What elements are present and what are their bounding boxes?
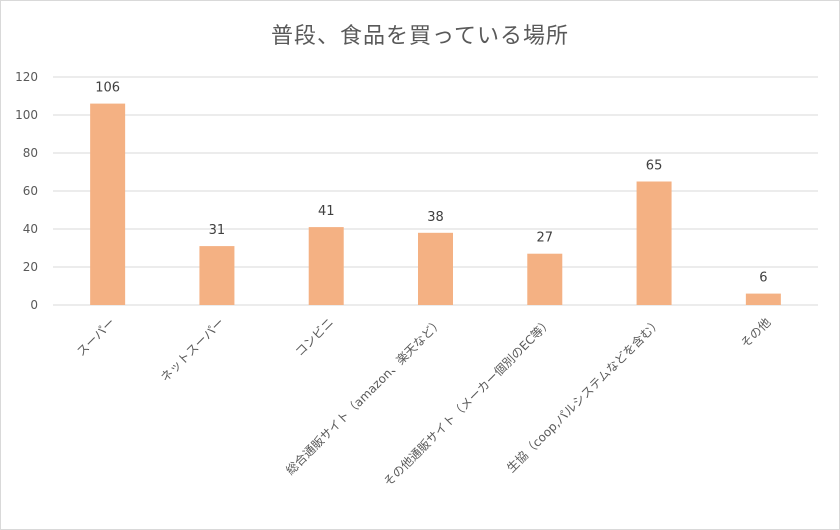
- x-tick-label: コンビニ: [292, 315, 336, 359]
- y-tick-label: 120: [15, 70, 38, 84]
- y-tick-label: 60: [23, 184, 38, 198]
- y-tick-label: 0: [30, 298, 38, 312]
- x-tick-label: スーパー: [74, 315, 118, 359]
- bar: [527, 253, 563, 305]
- x-tick-label: その他通販サイト（メーカー個別のEC等）: [381, 315, 555, 489]
- y-tick-label: 40: [23, 222, 38, 236]
- bar: [90, 103, 126, 305]
- bar: [308, 227, 344, 305]
- y-tick-label: 20: [23, 260, 38, 274]
- x-tick-label: その他: [738, 315, 773, 350]
- data-label: 6: [759, 271, 767, 286]
- data-label: 41: [318, 204, 335, 219]
- y-tick-label: 100: [15, 108, 38, 122]
- bar: [199, 246, 235, 305]
- data-label: 106: [95, 81, 120, 96]
- bar: [636, 181, 672, 305]
- data-label: 27: [537, 231, 554, 246]
- chart-title: 普段、食品を買っている場所: [271, 24, 569, 49]
- y-tick-label: 80: [23, 146, 38, 160]
- x-tick-label: ネットスーパー: [158, 315, 227, 384]
- bar: [745, 293, 781, 305]
- data-label: 31: [209, 223, 226, 238]
- data-label: 38: [427, 210, 444, 225]
- data-label: 65: [646, 159, 663, 174]
- bar: [418, 232, 453, 305]
